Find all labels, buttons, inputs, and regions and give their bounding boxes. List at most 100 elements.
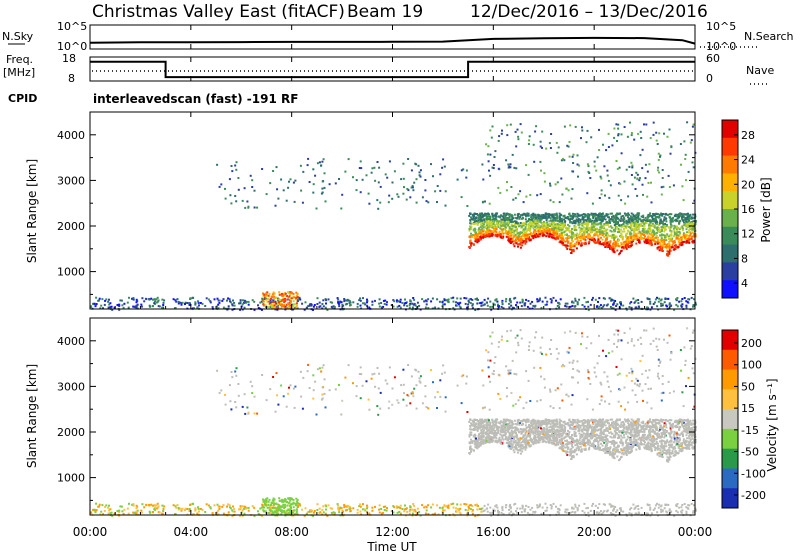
power-pixel — [404, 302, 407, 304]
power-pixel — [576, 301, 579, 304]
power-pixel — [504, 215, 507, 218]
velocity-pixel — [359, 505, 362, 508]
velocity-pixel — [253, 412, 256, 415]
velocity-pixel — [597, 513, 600, 516]
power-pixel — [543, 228, 546, 231]
velocity-pixel — [107, 512, 110, 515]
velocity-pixel — [366, 506, 369, 509]
power-pixel — [455, 304, 458, 307]
power-pixel — [477, 230, 480, 233]
velocity-pixel — [103, 509, 106, 512]
power-pixel — [527, 228, 529, 231]
velocity-pixel — [322, 364, 325, 367]
power-pixel — [618, 239, 620, 242]
power-pixel — [634, 229, 637, 232]
power-pixel — [578, 218, 581, 221]
velocity-pixel — [293, 406, 296, 409]
power-pixel — [576, 232, 579, 235]
power-pixel — [663, 218, 666, 221]
power-pixel — [638, 306, 641, 309]
velocity-pixel — [393, 376, 396, 379]
power-pixel — [586, 216, 589, 219]
power-pixel — [332, 305, 335, 308]
power-pixel — [570, 236, 573, 239]
power-pixel — [657, 166, 660, 169]
power-pixel — [287, 306, 290, 309]
power-pixel — [627, 216, 630, 219]
power-pixel — [545, 303, 548, 306]
velocity-pixel — [650, 512, 653, 515]
power-pixel — [690, 228, 693, 231]
power-pixel — [532, 231, 535, 234]
power-pixel — [610, 234, 613, 237]
power-pixel — [675, 218, 678, 221]
power-pixel — [222, 298, 225, 301]
power-pixel — [469, 235, 472, 238]
velocity-pixel — [497, 509, 499, 512]
power-pixel — [548, 220, 551, 223]
power-pixel — [266, 300, 269, 303]
velocity-pixel — [480, 510, 483, 513]
power-pixel — [493, 217, 496, 220]
power-pixel — [524, 226, 527, 228]
power-pixel — [655, 241, 658, 244]
velocity-pixel — [265, 399, 268, 402]
power-pixel — [616, 167, 619, 170]
velocity-pixel — [343, 504, 346, 506]
power-pixel — [685, 218, 688, 221]
power-pixel — [599, 219, 602, 221]
power-pixel — [303, 308, 306, 311]
power-pixel — [633, 225, 636, 227]
power-pixel — [566, 144, 569, 147]
power-pixel — [541, 300, 544, 303]
power-pixel — [271, 305, 274, 308]
power-pixel — [123, 302, 126, 305]
power-pixel — [619, 220, 622, 222]
power-pixel — [655, 223, 658, 226]
power-pixel — [581, 126, 583, 129]
velocity-pixel — [657, 506, 660, 509]
power-pixel — [640, 237, 643, 240]
velocity-pixel — [411, 390, 414, 393]
power-pixel — [498, 305, 500, 307]
power-pixel — [349, 304, 352, 306]
power-pixel — [524, 242, 527, 245]
power-pixel — [546, 221, 549, 224]
velocity-pixel — [501, 507, 504, 510]
power-pixel — [265, 298, 268, 301]
power-pixel — [361, 302, 364, 305]
velocity-pixel — [540, 512, 543, 515]
power-pixel — [466, 306, 469, 309]
velocity-pixel — [576, 509, 579, 512]
velocity-pixel — [669, 511, 672, 514]
power-pixel — [508, 228, 511, 230]
power-pixel — [673, 233, 676, 236]
power-pixel — [526, 214, 529, 217]
power-pixel — [475, 231, 477, 234]
power-pixel — [276, 188, 279, 191]
velocity-pixel — [600, 432, 603, 435]
power-pixel — [538, 299, 541, 302]
power-pixel — [625, 168, 628, 171]
velocity-pixel — [303, 514, 306, 517]
power-pixel — [527, 212, 530, 215]
power-pixel — [591, 298, 594, 301]
power-pixel — [566, 302, 569, 305]
power-pixel — [571, 222, 574, 225]
power-pixel — [468, 301, 471, 304]
power-pixel — [525, 230, 528, 233]
power-pixel — [575, 236, 578, 239]
power-pixel — [584, 215, 587, 218]
velocity-pixel — [464, 508, 467, 511]
velocity-pixel — [371, 509, 374, 512]
power-pixel — [690, 296, 693, 299]
power-pixel — [480, 304, 483, 307]
power-pixel — [614, 244, 617, 247]
power-pixel — [234, 195, 237, 197]
velocity-pixel — [378, 508, 381, 511]
velocity-pixel — [680, 511, 683, 514]
velocity-pixel — [155, 504, 158, 507]
power-pixel — [688, 238, 691, 241]
power-pixel — [656, 247, 659, 250]
